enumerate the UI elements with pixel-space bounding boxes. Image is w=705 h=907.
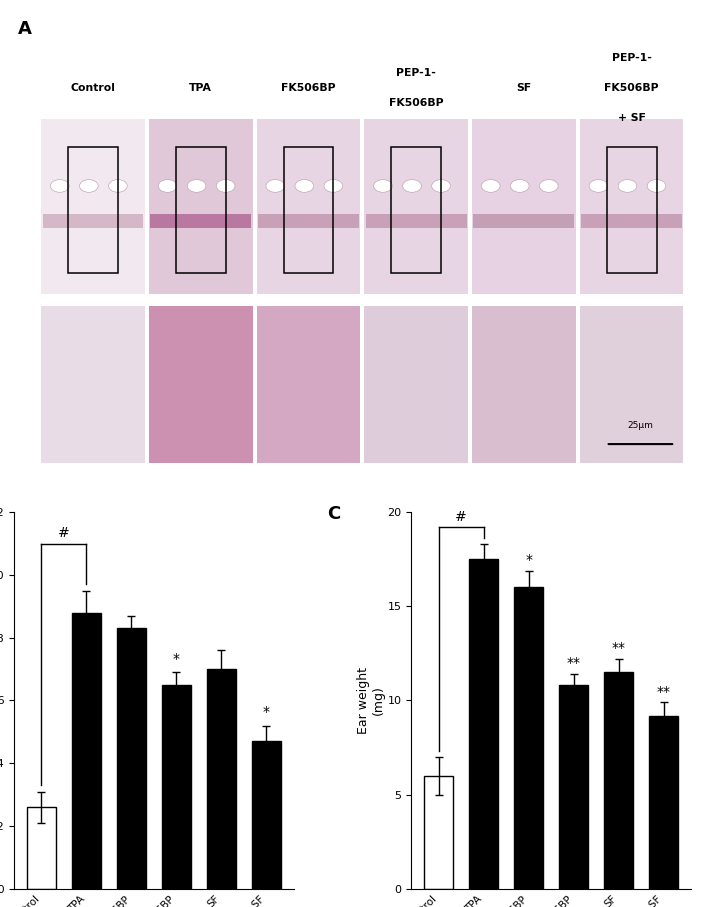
Text: FK506BP: FK506BP bbox=[604, 83, 659, 93]
Circle shape bbox=[618, 180, 637, 192]
Bar bbox=[41, 306, 145, 463]
Circle shape bbox=[324, 180, 343, 192]
Text: *: * bbox=[525, 552, 532, 567]
Circle shape bbox=[374, 180, 393, 192]
Bar bbox=[391, 148, 441, 273]
Text: FK506BP: FK506BP bbox=[389, 98, 443, 108]
Bar bbox=[474, 214, 575, 228]
Bar bbox=[68, 148, 118, 273]
Text: **: ** bbox=[567, 657, 580, 670]
Bar bbox=[72, 612, 101, 889]
Text: + SF: + SF bbox=[618, 112, 646, 122]
Text: FK506BP: FK506BP bbox=[281, 83, 336, 93]
Circle shape bbox=[295, 180, 314, 192]
Circle shape bbox=[80, 180, 98, 192]
Circle shape bbox=[589, 180, 608, 192]
Circle shape bbox=[510, 180, 529, 192]
Text: *: * bbox=[173, 652, 180, 666]
Circle shape bbox=[51, 180, 69, 192]
Circle shape bbox=[482, 180, 500, 192]
Bar bbox=[364, 120, 468, 295]
Bar bbox=[162, 685, 191, 889]
Bar bbox=[559, 686, 588, 889]
Bar bbox=[649, 716, 678, 889]
Circle shape bbox=[188, 180, 206, 192]
Circle shape bbox=[158, 180, 177, 192]
Bar bbox=[283, 148, 333, 273]
Bar bbox=[424, 775, 453, 889]
Bar bbox=[117, 629, 146, 889]
Bar bbox=[469, 560, 498, 889]
Circle shape bbox=[431, 180, 450, 192]
Bar bbox=[176, 148, 226, 273]
Bar bbox=[258, 214, 359, 228]
Bar bbox=[580, 306, 683, 463]
Bar bbox=[604, 672, 633, 889]
Bar bbox=[150, 214, 251, 228]
Bar bbox=[252, 741, 281, 889]
Text: 25μm: 25μm bbox=[627, 421, 654, 430]
Bar bbox=[42, 214, 144, 228]
Text: PEP-1-: PEP-1- bbox=[612, 53, 651, 63]
Bar bbox=[257, 306, 360, 463]
Text: SF: SF bbox=[516, 83, 532, 93]
Bar bbox=[149, 306, 252, 463]
Bar bbox=[472, 306, 576, 463]
Circle shape bbox=[647, 180, 666, 192]
Bar bbox=[27, 807, 56, 889]
Text: *: * bbox=[263, 706, 270, 719]
Bar bbox=[41, 120, 145, 295]
Bar bbox=[366, 214, 467, 228]
Bar bbox=[364, 306, 468, 463]
Circle shape bbox=[109, 180, 127, 192]
Text: #: # bbox=[58, 526, 70, 541]
Text: TPA: TPA bbox=[189, 83, 212, 93]
Circle shape bbox=[216, 180, 235, 192]
Text: **: ** bbox=[656, 685, 670, 698]
Bar bbox=[207, 669, 236, 889]
Text: C: C bbox=[327, 504, 341, 522]
Text: #: # bbox=[455, 511, 467, 524]
Bar bbox=[514, 588, 543, 889]
Text: A: A bbox=[18, 21, 31, 38]
Text: Control: Control bbox=[70, 83, 116, 93]
Text: PEP-1-: PEP-1- bbox=[396, 68, 436, 78]
Bar bbox=[257, 120, 360, 295]
Bar bbox=[580, 120, 683, 295]
Bar bbox=[149, 120, 252, 295]
Y-axis label: Ear weight
(mg): Ear weight (mg) bbox=[357, 667, 385, 734]
Text: **: ** bbox=[611, 641, 625, 655]
Circle shape bbox=[266, 180, 285, 192]
Circle shape bbox=[403, 180, 422, 192]
Circle shape bbox=[539, 180, 558, 192]
Bar bbox=[581, 214, 682, 228]
Bar bbox=[472, 120, 576, 295]
Bar bbox=[607, 148, 656, 273]
